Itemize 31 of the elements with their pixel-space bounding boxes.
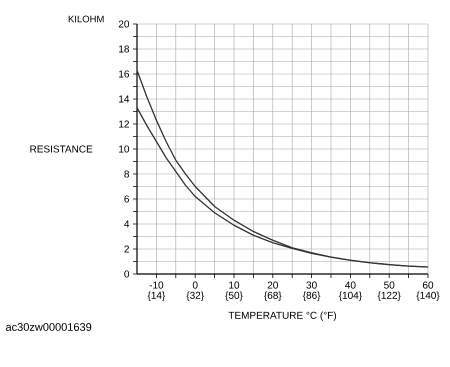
x2-tick-label: {104} [338, 292, 362, 301]
x2-tick-label: {50} [225, 292, 243, 301]
y-tick-label: 4 [124, 220, 130, 228]
y-tick-label: 2 [124, 246, 129, 252]
y-tick-label: 8 [124, 170, 130, 178]
x-tick-label: 40 [345, 282, 356, 289]
x-tick-label: 30 [306, 282, 317, 289]
y-tick-label: 6 [124, 195, 130, 203]
x-tick-label: 0 [192, 282, 198, 289]
y-tick-label: 10 [119, 145, 130, 153]
y-tick-label: 18 [119, 45, 130, 53]
y-tick-label: 20 [118, 20, 130, 28]
x-tick-label: -10 [150, 282, 164, 289]
x-tick-label: 20 [268, 282, 278, 289]
text: ac30zw00001639 [6, 323, 92, 331]
x2-tick-label: {14} [148, 292, 166, 301]
text: KILOHM [68, 16, 104, 22]
x2-tick-label: {68} [264, 292, 282, 301]
y-tick-label: 14 [119, 96, 130, 102]
x-tick-label: 50 [384, 282, 394, 289]
y-tick-label: 12 [119, 120, 129, 128]
x2-tick-label: {32} [186, 292, 204, 301]
x2-tick-label: {140} [416, 292, 440, 301]
x-axis-title: TEMPERATURE °C (°F) [228, 312, 336, 321]
y-tick-label: 16 [119, 70, 130, 78]
x-tick-label: 60 [422, 282, 434, 289]
y-axis-title: RESISTANCE [30, 145, 92, 153]
y-tick-label: 0 [124, 270, 130, 278]
x2-tick-label: {86} [302, 292, 320, 301]
x2-tick-label: {122} [378, 292, 401, 301]
x-tick-label: 10 [229, 282, 240, 289]
